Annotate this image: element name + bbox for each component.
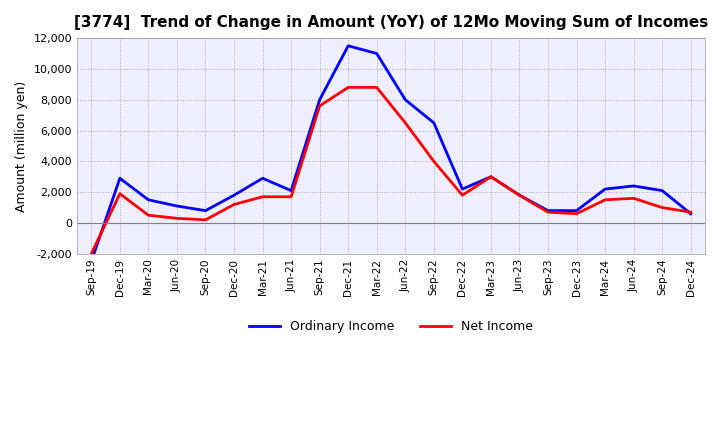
Net Income xyxy=(401,120,410,125)
Net Income xyxy=(515,193,523,198)
Net Income xyxy=(629,196,638,201)
Net Income xyxy=(258,194,267,199)
Ordinary Income xyxy=(87,259,96,264)
Ordinary Income xyxy=(515,193,523,198)
Net Income xyxy=(372,85,381,90)
Net Income xyxy=(173,216,181,221)
Ordinary Income xyxy=(287,188,295,193)
Net Income xyxy=(115,191,124,196)
Net Income xyxy=(572,211,581,216)
Ordinary Income xyxy=(230,193,238,198)
Net Income xyxy=(430,159,438,164)
Y-axis label: Amount (million yen): Amount (million yen) xyxy=(15,81,28,212)
Ordinary Income xyxy=(686,211,695,216)
Ordinary Income xyxy=(115,176,124,181)
Net Income xyxy=(230,202,238,207)
Line: Ordinary Income: Ordinary Income xyxy=(91,46,690,261)
Legend: Ordinary Income, Net Income: Ordinary Income, Net Income xyxy=(244,315,538,338)
Ordinary Income xyxy=(544,208,552,213)
Ordinary Income xyxy=(629,183,638,189)
Net Income xyxy=(315,103,324,109)
Ordinary Income xyxy=(430,120,438,125)
Net Income xyxy=(458,193,467,198)
Ordinary Income xyxy=(401,97,410,103)
Ordinary Income xyxy=(315,97,324,103)
Net Income xyxy=(287,194,295,199)
Ordinary Income xyxy=(372,51,381,56)
Ordinary Income xyxy=(600,187,609,192)
Ordinary Income xyxy=(487,174,495,180)
Title: [3774]  Trend of Change in Amount (YoY) of 12Mo Moving Sum of Incomes: [3774] Trend of Change in Amount (YoY) o… xyxy=(74,15,708,30)
Net Income xyxy=(686,209,695,215)
Ordinary Income xyxy=(344,43,353,48)
Net Income xyxy=(87,251,96,257)
Net Income xyxy=(600,197,609,202)
Line: Net Income: Net Income xyxy=(91,88,690,254)
Net Income xyxy=(344,85,353,90)
Ordinary Income xyxy=(572,208,581,213)
Net Income xyxy=(144,213,153,218)
Net Income xyxy=(658,205,667,210)
Ordinary Income xyxy=(173,203,181,209)
Net Income xyxy=(544,209,552,215)
Ordinary Income xyxy=(144,197,153,202)
Ordinary Income xyxy=(201,208,210,213)
Net Income xyxy=(201,217,210,223)
Net Income xyxy=(487,174,495,180)
Ordinary Income xyxy=(258,176,267,181)
Ordinary Income xyxy=(658,188,667,193)
Ordinary Income xyxy=(458,187,467,192)
